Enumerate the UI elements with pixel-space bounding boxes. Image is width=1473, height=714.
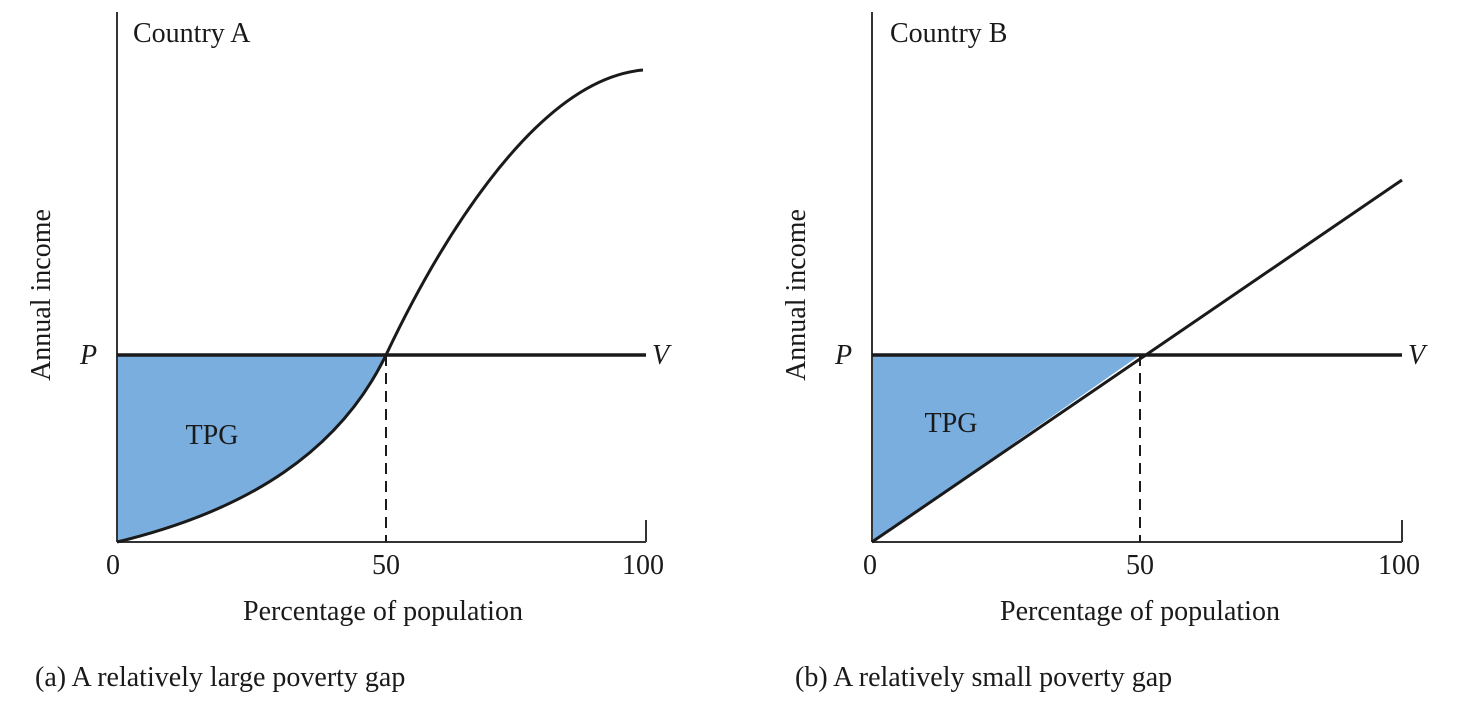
y-axis-label: Annual income	[781, 209, 812, 381]
caption: (b) A relatively small poverty gap	[795, 662, 1172, 693]
x-tick-label: 0	[106, 550, 120, 581]
caption: (a) A relatively large poverty gap	[35, 662, 405, 693]
x-tick-label: 50	[372, 550, 400, 581]
income-curve	[116, 68, 644, 544]
x-axis-label: Percentage of population	[1000, 596, 1280, 627]
panel-b: Country B Annual income P V TPG 0 50 100…	[781, 12, 1428, 693]
tpg-label: TPG	[925, 408, 978, 439]
y-axis-label: Annual income	[26, 209, 57, 381]
p-label: P	[834, 340, 852, 371]
x-axis-label: Percentage of population	[243, 596, 523, 627]
panel-a: Country A Annual income P V TPG 0 50 100…	[26, 12, 672, 693]
v-label: V	[652, 340, 672, 371]
panel-title: Country A	[133, 18, 251, 49]
x-tick-label: 100	[1378, 550, 1420, 581]
tpg-label: TPG	[186, 420, 239, 451]
x-tick-label: 50	[1126, 550, 1154, 581]
v-label: V	[1408, 340, 1428, 371]
income-line	[871, 178, 1403, 544]
p-label: P	[79, 340, 97, 371]
x-tick-label: 100	[622, 550, 664, 581]
panel-title: Country B	[890, 18, 1007, 49]
tpg-area	[117, 355, 386, 542]
x-tick-label: 0	[863, 550, 877, 581]
